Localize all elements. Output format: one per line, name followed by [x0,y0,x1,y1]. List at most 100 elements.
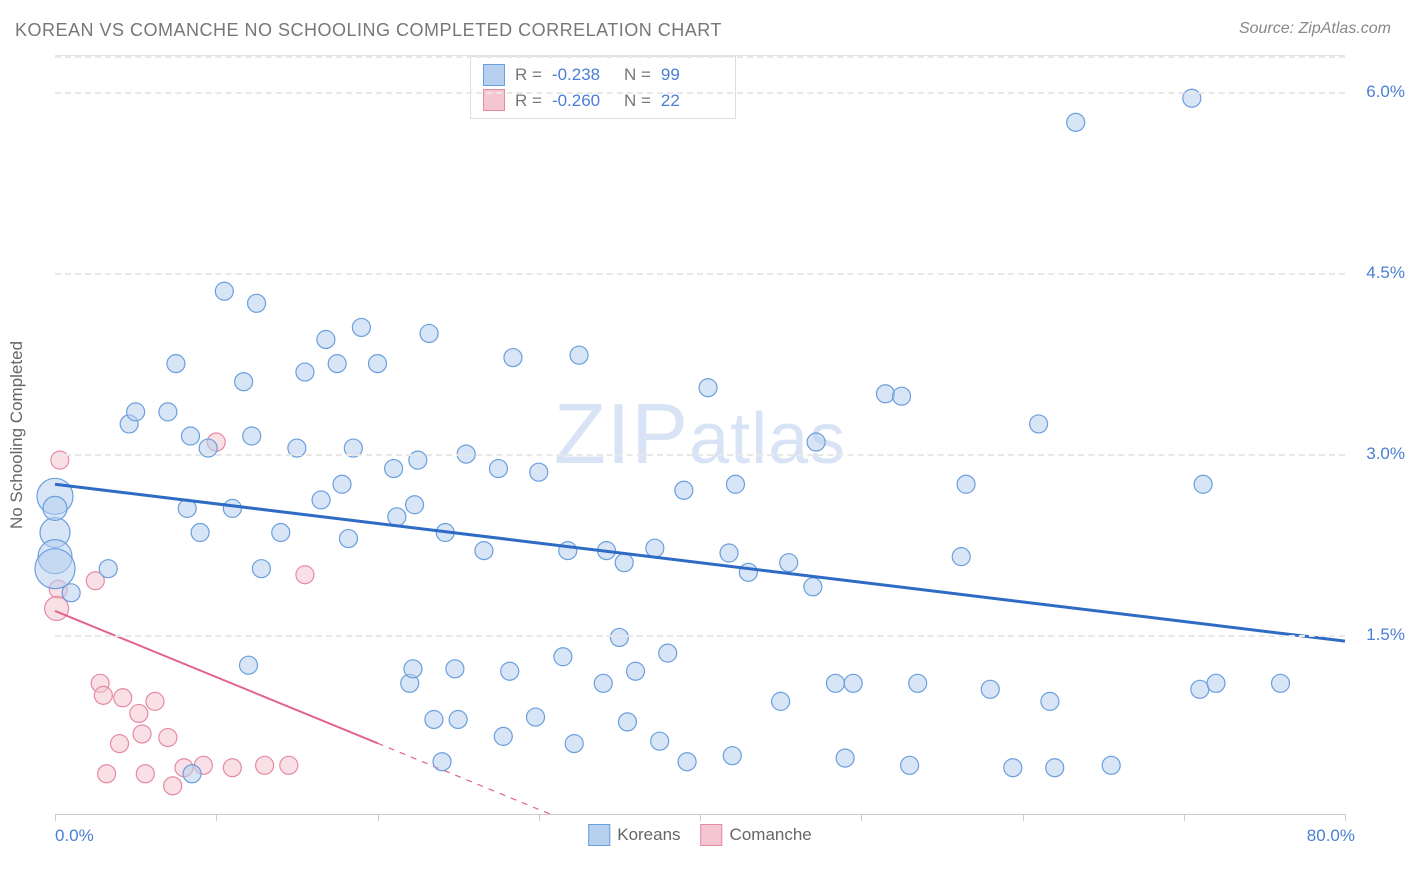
scatter-point [339,530,357,548]
scatter-point [296,566,314,584]
scatter-point [804,578,822,596]
scatter-point [678,753,696,771]
chart-title: KOREAN VS COMANCHE NO SCHOOLING COMPLETE… [15,20,722,41]
scatter-point [659,644,677,662]
scatter-point [565,735,583,753]
scatter-point [248,294,266,312]
scatter-point [235,373,253,391]
legend-item-comanche: Comanche [701,824,812,846]
scatter-point [146,692,164,710]
x-tick [378,814,379,821]
scatter-point [62,584,80,602]
scatter-point [826,674,844,692]
y-tick-label: 4.5% [1366,263,1405,283]
y-tick-label: 1.5% [1366,625,1405,645]
scatter-point [130,704,148,722]
x-tick [861,814,862,821]
scatter-point [627,662,645,680]
swatch-koreans [483,64,505,86]
scatter-point [449,710,467,728]
scatter-point [1067,113,1085,131]
x-axis-max-label: 80.0% [1307,826,1355,846]
scatter-point [1191,680,1209,698]
x-tick [1345,814,1346,821]
scatter-point [844,674,862,692]
scatter-point [43,496,67,520]
scatter-point [114,689,132,707]
scatter-point [739,563,757,581]
scatter-point [618,713,636,731]
x-tick [1184,814,1185,821]
scatter-point [404,660,422,678]
y-axis-label: No Schooling Completed [7,341,27,529]
scatter-point [446,660,464,678]
scatter-point [406,496,424,514]
scatter-point [957,475,975,493]
gridline [55,635,1345,637]
scatter-point [167,355,185,373]
scatter-point [780,554,798,572]
scatter-point [1004,759,1022,777]
scatter-point [425,710,443,728]
gridline [55,92,1345,94]
scatter-point [615,554,633,572]
scatter-point [720,544,738,562]
scatter-point [312,491,330,509]
scatter-point [256,756,274,774]
scatter-point [181,427,199,445]
trend-line-dashed [378,743,555,816]
scatter-point [111,735,129,753]
scatter-point [1102,756,1120,774]
scatter-point [94,686,112,704]
scatter-point [127,403,145,421]
plot-area: No Schooling Completed ZIPatlas R = -0.2… [55,55,1345,815]
scatter-point [252,560,270,578]
scatter-point [504,349,522,367]
scatter-point [223,499,241,517]
series-legend: Koreans Comanche [588,824,812,846]
gridline [55,454,1345,456]
scatter-point [352,318,370,336]
scatter-point [243,427,261,445]
scatter-point [952,548,970,566]
scatter-point [489,460,507,478]
x-tick [700,814,701,821]
scatter-point [646,539,664,557]
chart-container: KOREAN VS COMANCHE NO SCHOOLING COMPLETE… [0,0,1406,892]
scatter-point [901,756,919,774]
scatter-point [420,324,438,342]
scatter-point [317,330,335,348]
y-tick-label: 3.0% [1366,444,1405,464]
scatter-point [836,749,854,767]
scatter-point [651,732,669,750]
scatter-point [223,759,241,777]
source-credit: Source: ZipAtlas.com [1239,20,1391,38]
x-tick [539,814,540,821]
scatter-point [215,282,233,300]
scatter-point [369,355,387,373]
scatter-point [475,542,493,560]
x-tick [216,814,217,821]
scatter-point [1030,415,1048,433]
scatter-point [554,648,572,666]
scatter-point [1207,674,1225,692]
scatter-point [501,662,519,680]
scatter-point [272,524,290,542]
scatter-point [164,777,182,795]
stats-legend: R = -0.238 N = 99 R = -0.260 N = 22 [470,56,736,119]
gridline [55,56,1345,58]
gridline [55,273,1345,275]
y-tick-label: 6.0% [1366,82,1405,102]
scatter-point [296,363,314,381]
scatter-point [893,387,911,405]
chart-svg [55,56,1345,814]
scatter-point [191,524,209,542]
x-tick [1023,814,1024,821]
x-tick [55,814,56,821]
stats-row-koreans: R = -0.238 N = 99 [483,62,723,88]
scatter-point [807,433,825,451]
legend-label-comanche: Comanche [730,825,812,845]
scatter-point [527,708,545,726]
x-axis-min-label: 0.0% [55,826,94,846]
scatter-point [99,560,117,578]
